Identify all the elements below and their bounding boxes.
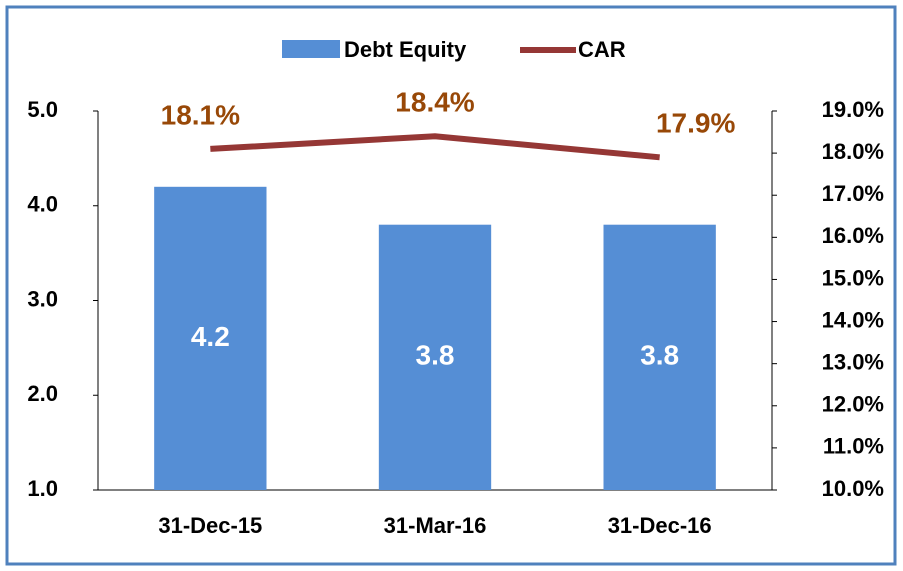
y-tick-label: 5.0	[27, 97, 58, 122]
y2-tick-label: 18.0%	[822, 139, 884, 164]
legend-swatch	[282, 40, 340, 58]
bar-value-label: 4.2	[191, 321, 230, 352]
y2-tick-label: 10.0%	[822, 476, 884, 501]
legend-label: CAR	[578, 37, 626, 62]
bar	[603, 224, 716, 490]
bar	[154, 186, 267, 491]
y2-tick-label: 19.0%	[822, 97, 884, 122]
y-tick-label: 3.0	[27, 286, 58, 311]
y2-tick-label: 15.0%	[822, 265, 884, 290]
y2-tick-label: 16.0%	[822, 223, 884, 248]
line-value-label: 18.1%	[161, 99, 240, 130]
bar	[378, 224, 492, 490]
y2-tick-label: 12.0%	[822, 392, 884, 417]
legend-label: Debt Equity	[344, 37, 467, 62]
y-tick-label: 1.0	[27, 476, 58, 501]
y2-tick-label: 14.0%	[822, 307, 884, 332]
y2-tick-label: 13.0%	[822, 349, 884, 374]
y2-tick-label: 17.0%	[822, 181, 884, 206]
y-tick-label: 2.0	[27, 381, 58, 406]
bar-value-label: 3.8	[640, 340, 679, 371]
x-tick-label: 31-Dec-16	[608, 513, 712, 538]
x-tick-label: 31-Mar-16	[384, 513, 487, 538]
x-tick-label: 31-Dec-15	[158, 513, 262, 538]
y-tick-label: 4.0	[27, 192, 58, 217]
line-value-label: 18.4%	[395, 87, 474, 118]
y2-tick-label: 11.0%	[823, 434, 884, 459]
bar-value-label: 3.8	[416, 340, 455, 371]
line-value-label: 17.9%	[656, 108, 735, 139]
line	[210, 133, 660, 161]
